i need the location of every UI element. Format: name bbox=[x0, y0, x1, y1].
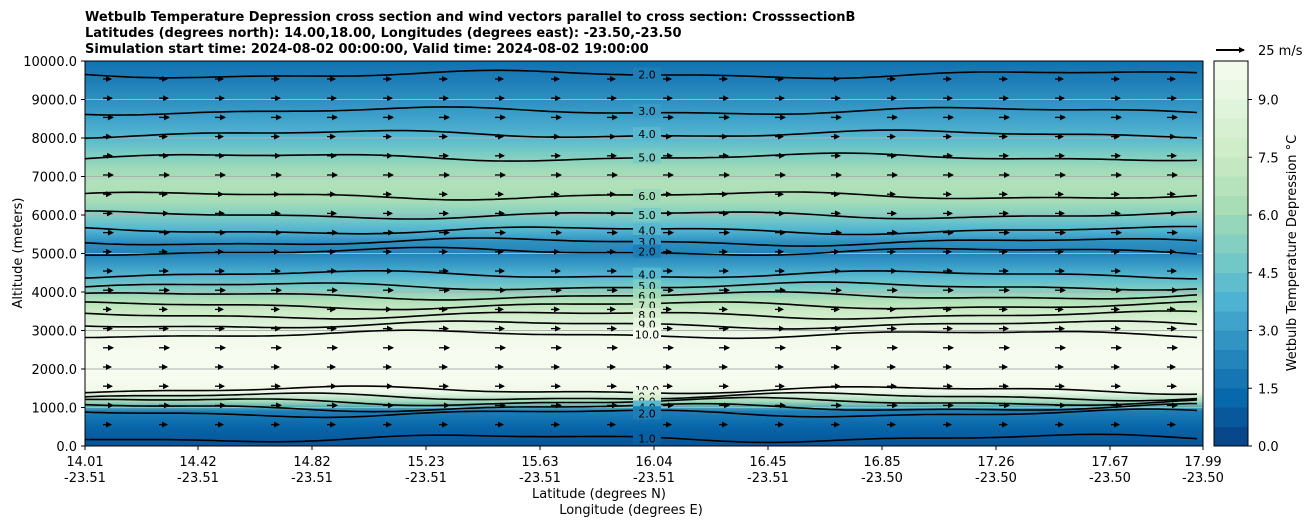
contour-label-bg bbox=[633, 223, 661, 237]
contour-label: 4.0 bbox=[638, 269, 656, 282]
colorbar-fill bbox=[1214, 61, 1248, 446]
x-tick-label-lon: -23.51 bbox=[519, 471, 561, 486]
x-tick-label-lon: -23.50 bbox=[861, 471, 903, 486]
title-line-3: Simulation start time: 2024-08-02 00:00:… bbox=[85, 42, 649, 57]
y-tick-label: 9000.0 bbox=[32, 94, 78, 109]
contour-label-bg bbox=[633, 431, 661, 445]
x-tick-label-lon: -23.51 bbox=[64, 471, 106, 486]
x-tick-label-lon: -23.51 bbox=[633, 471, 675, 486]
y-axis-label: Altitude (meters) bbox=[11, 198, 26, 309]
title-line-1: Wetbulb Temperature Depression cross sec… bbox=[85, 10, 855, 25]
x-tick-label-lat: 14.01 bbox=[66, 455, 103, 470]
title-line-2: Latitudes (degrees north): 14.00,18.00, … bbox=[85, 26, 682, 41]
y-tick-label: 0.0 bbox=[56, 440, 77, 455]
quiver-key-label: 25 m/s bbox=[1258, 44, 1303, 59]
x-tick-label-lat: 14.82 bbox=[293, 455, 330, 470]
contour-label: 6.0 bbox=[638, 190, 656, 203]
contour-label-bg bbox=[633, 188, 661, 202]
contour-label: 1.0 bbox=[638, 432, 656, 445]
contour-label-bg bbox=[633, 208, 661, 221]
x-tick-label-lon: -23.51 bbox=[405, 471, 447, 486]
x-tick-label-lat: 16.45 bbox=[749, 455, 786, 470]
contour-label: 4.0 bbox=[638, 128, 656, 141]
contour-label: 10.0 bbox=[635, 328, 660, 341]
x-tick-label-lat: 15.63 bbox=[521, 455, 558, 470]
contour-label-bg bbox=[633, 127, 661, 141]
x-tick-label-lat: 17.67 bbox=[1091, 455, 1128, 470]
y-tick-label: 2000.0 bbox=[32, 363, 78, 378]
contour-label: 2.0 bbox=[638, 68, 656, 81]
contour-label-bg bbox=[633, 104, 661, 118]
contour-label: 3.0 bbox=[638, 105, 656, 118]
x-tick-label-lat: 17.26 bbox=[977, 455, 1014, 470]
x-tick-label-lat: 17.99 bbox=[1184, 455, 1221, 470]
colorbar-tick-label: 0.0 bbox=[1258, 440, 1279, 455]
contour-label-bg bbox=[633, 150, 661, 164]
colorbar-tick-label: 7.5 bbox=[1258, 151, 1279, 166]
x-axis-label-lat: Latitude (degrees N) bbox=[532, 487, 666, 502]
colorbar-ticks: 0.0 1.5 3.0 4.5 6.0 7.5 9.0 bbox=[1248, 94, 1279, 455]
x-tick-label-lat: 16.85 bbox=[863, 455, 900, 470]
y-tick-label: 5000.0 bbox=[32, 248, 78, 263]
y-tick-label: 7000.0 bbox=[32, 171, 78, 186]
plot-area: 2.03.04.05.06.05.04.03.02.04.05.06.07.08… bbox=[84, 60, 1204, 447]
y-tick-label: 8000.0 bbox=[32, 132, 78, 147]
wind-vectors bbox=[103, 76, 1178, 428]
colorbar-tick-label: 6.0 bbox=[1258, 209, 1279, 224]
x-tick-label-lon: -23.51 bbox=[177, 471, 219, 486]
contour-label: 2.0 bbox=[638, 407, 656, 420]
quiver-key: 25 m/s bbox=[1216, 44, 1303, 59]
y-axis: 0.0 1000.0 2000.0 3000.0 4000.0 5000.0 6000.0 7… bbox=[23, 55, 85, 455]
contour-lines: 2.03.04.05.06.05.04.03.02.04.05.06.07.08… bbox=[84, 67, 1198, 445]
x-axis-label-lon: Longitude (degrees E) bbox=[559, 503, 703, 518]
contour-label-bg bbox=[633, 67, 661, 81]
y-tick-label: 1000.0 bbox=[32, 402, 78, 417]
x-tick-label-lat: 16.04 bbox=[635, 455, 672, 470]
colorbar-tick-label: 3.0 bbox=[1258, 325, 1279, 340]
colorbar-tick-label: 1.5 bbox=[1258, 382, 1279, 397]
y-tick-label: 6000.0 bbox=[32, 209, 78, 224]
x-tick-label-lat: 14.42 bbox=[179, 455, 216, 470]
x-tick-label-lat: 15.23 bbox=[407, 455, 444, 470]
contour-label: 5.0 bbox=[638, 209, 656, 222]
contour-label: 5.0 bbox=[638, 151, 656, 164]
contour-label-bg bbox=[633, 267, 661, 281]
contour-label: 2.0 bbox=[638, 246, 656, 259]
y-tick-label: 10000.0 bbox=[23, 55, 77, 70]
contour-label: 4.0 bbox=[638, 224, 656, 237]
y-tick-label: 3000.0 bbox=[32, 325, 78, 340]
colorbar-tick-label: 4.5 bbox=[1258, 267, 1279, 282]
contour-label-bg bbox=[633, 327, 661, 341]
colorbar-frame bbox=[1213, 60, 1249, 447]
colorbar-label: Wetbulb Temperature Depression °C bbox=[1285, 135, 1300, 372]
x-axis: 14.01-23.5114.42-23.5114.82-23.5115.23-2… bbox=[64, 446, 1224, 486]
colorbar: 0.0 1.5 3.0 4.5 6.0 7.5 9.0 Wetbulb Temperatur… bbox=[1213, 60, 1300, 455]
contour-label-bg bbox=[633, 406, 661, 420]
contour-label-bg bbox=[633, 244, 661, 258]
x-tick-label-lon: -23.50 bbox=[975, 471, 1017, 486]
x-tick-label-lon: -23.50 bbox=[1182, 471, 1224, 486]
colorbar-tick-label: 9.0 bbox=[1258, 94, 1279, 109]
y-tick-label: 4000.0 bbox=[32, 286, 78, 301]
x-tick-label-lon: -23.51 bbox=[291, 471, 333, 486]
x-tick-label-lon: -23.51 bbox=[747, 471, 789, 486]
x-tick-label-lon: -23.50 bbox=[1089, 471, 1131, 486]
